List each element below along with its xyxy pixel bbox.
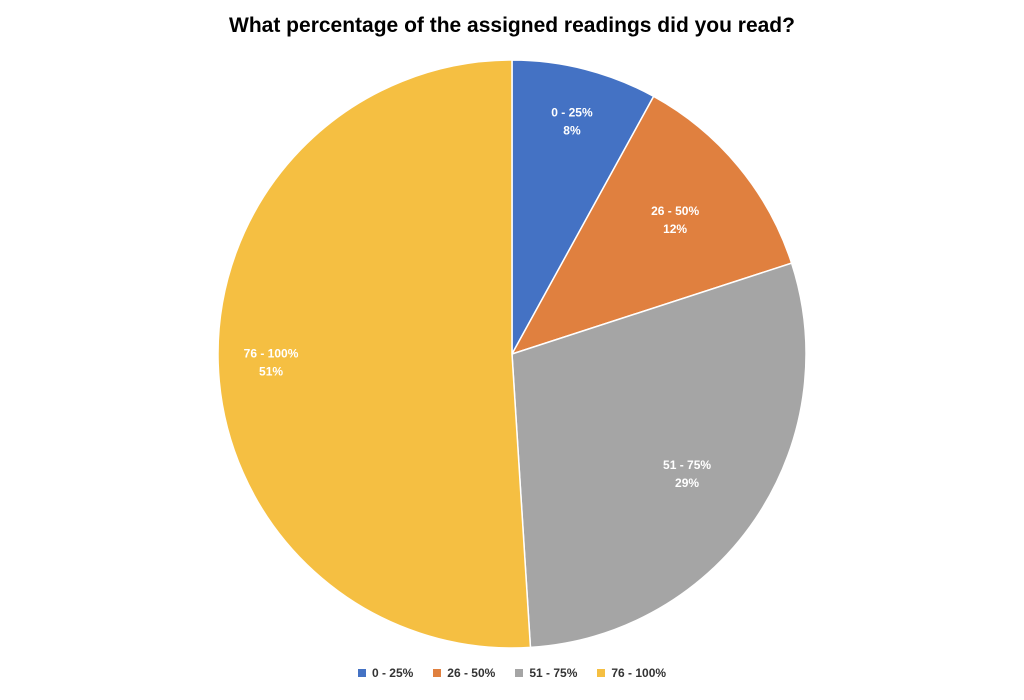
slice-label-1: 0 - 25% 8% xyxy=(551,105,593,137)
legend-item-1: 0 - 25% xyxy=(357,666,414,680)
legend-label-1: 0 - 25% xyxy=(371,666,414,680)
slice-label-2: 26 - 50% 12% xyxy=(651,204,699,236)
legend-item-3: 51 - 75% xyxy=(515,666,577,680)
legend-label-4: 76 - 100% xyxy=(611,666,667,680)
slice-label-4: 76 - 100% 51% xyxy=(244,347,299,379)
legend-swatch-2 xyxy=(433,669,442,677)
legend-swatch-3 xyxy=(515,669,524,677)
legend-label-3: 51 - 75% xyxy=(529,666,578,680)
pie-slice-4 xyxy=(217,59,532,649)
legend-item-4: 76 - 100% xyxy=(597,666,666,680)
pie-slice-3 xyxy=(511,262,807,649)
legend-label-2: 26 - 50% xyxy=(447,666,496,680)
legend-swatch-4 xyxy=(597,669,606,677)
legend: 0 - 25% 26 - 50% 51 - 75% 76 - 100% xyxy=(0,666,1024,680)
slice-label-3: 51 - 75% 29% xyxy=(663,458,711,490)
pie-slice-2 xyxy=(510,95,793,356)
pie-slice-1 xyxy=(511,59,655,355)
legend-item-2: 26 - 50% xyxy=(433,666,495,680)
legend-swatch-1 xyxy=(357,669,366,677)
chart-title: What percentage of the assigned readings… xyxy=(229,14,795,37)
